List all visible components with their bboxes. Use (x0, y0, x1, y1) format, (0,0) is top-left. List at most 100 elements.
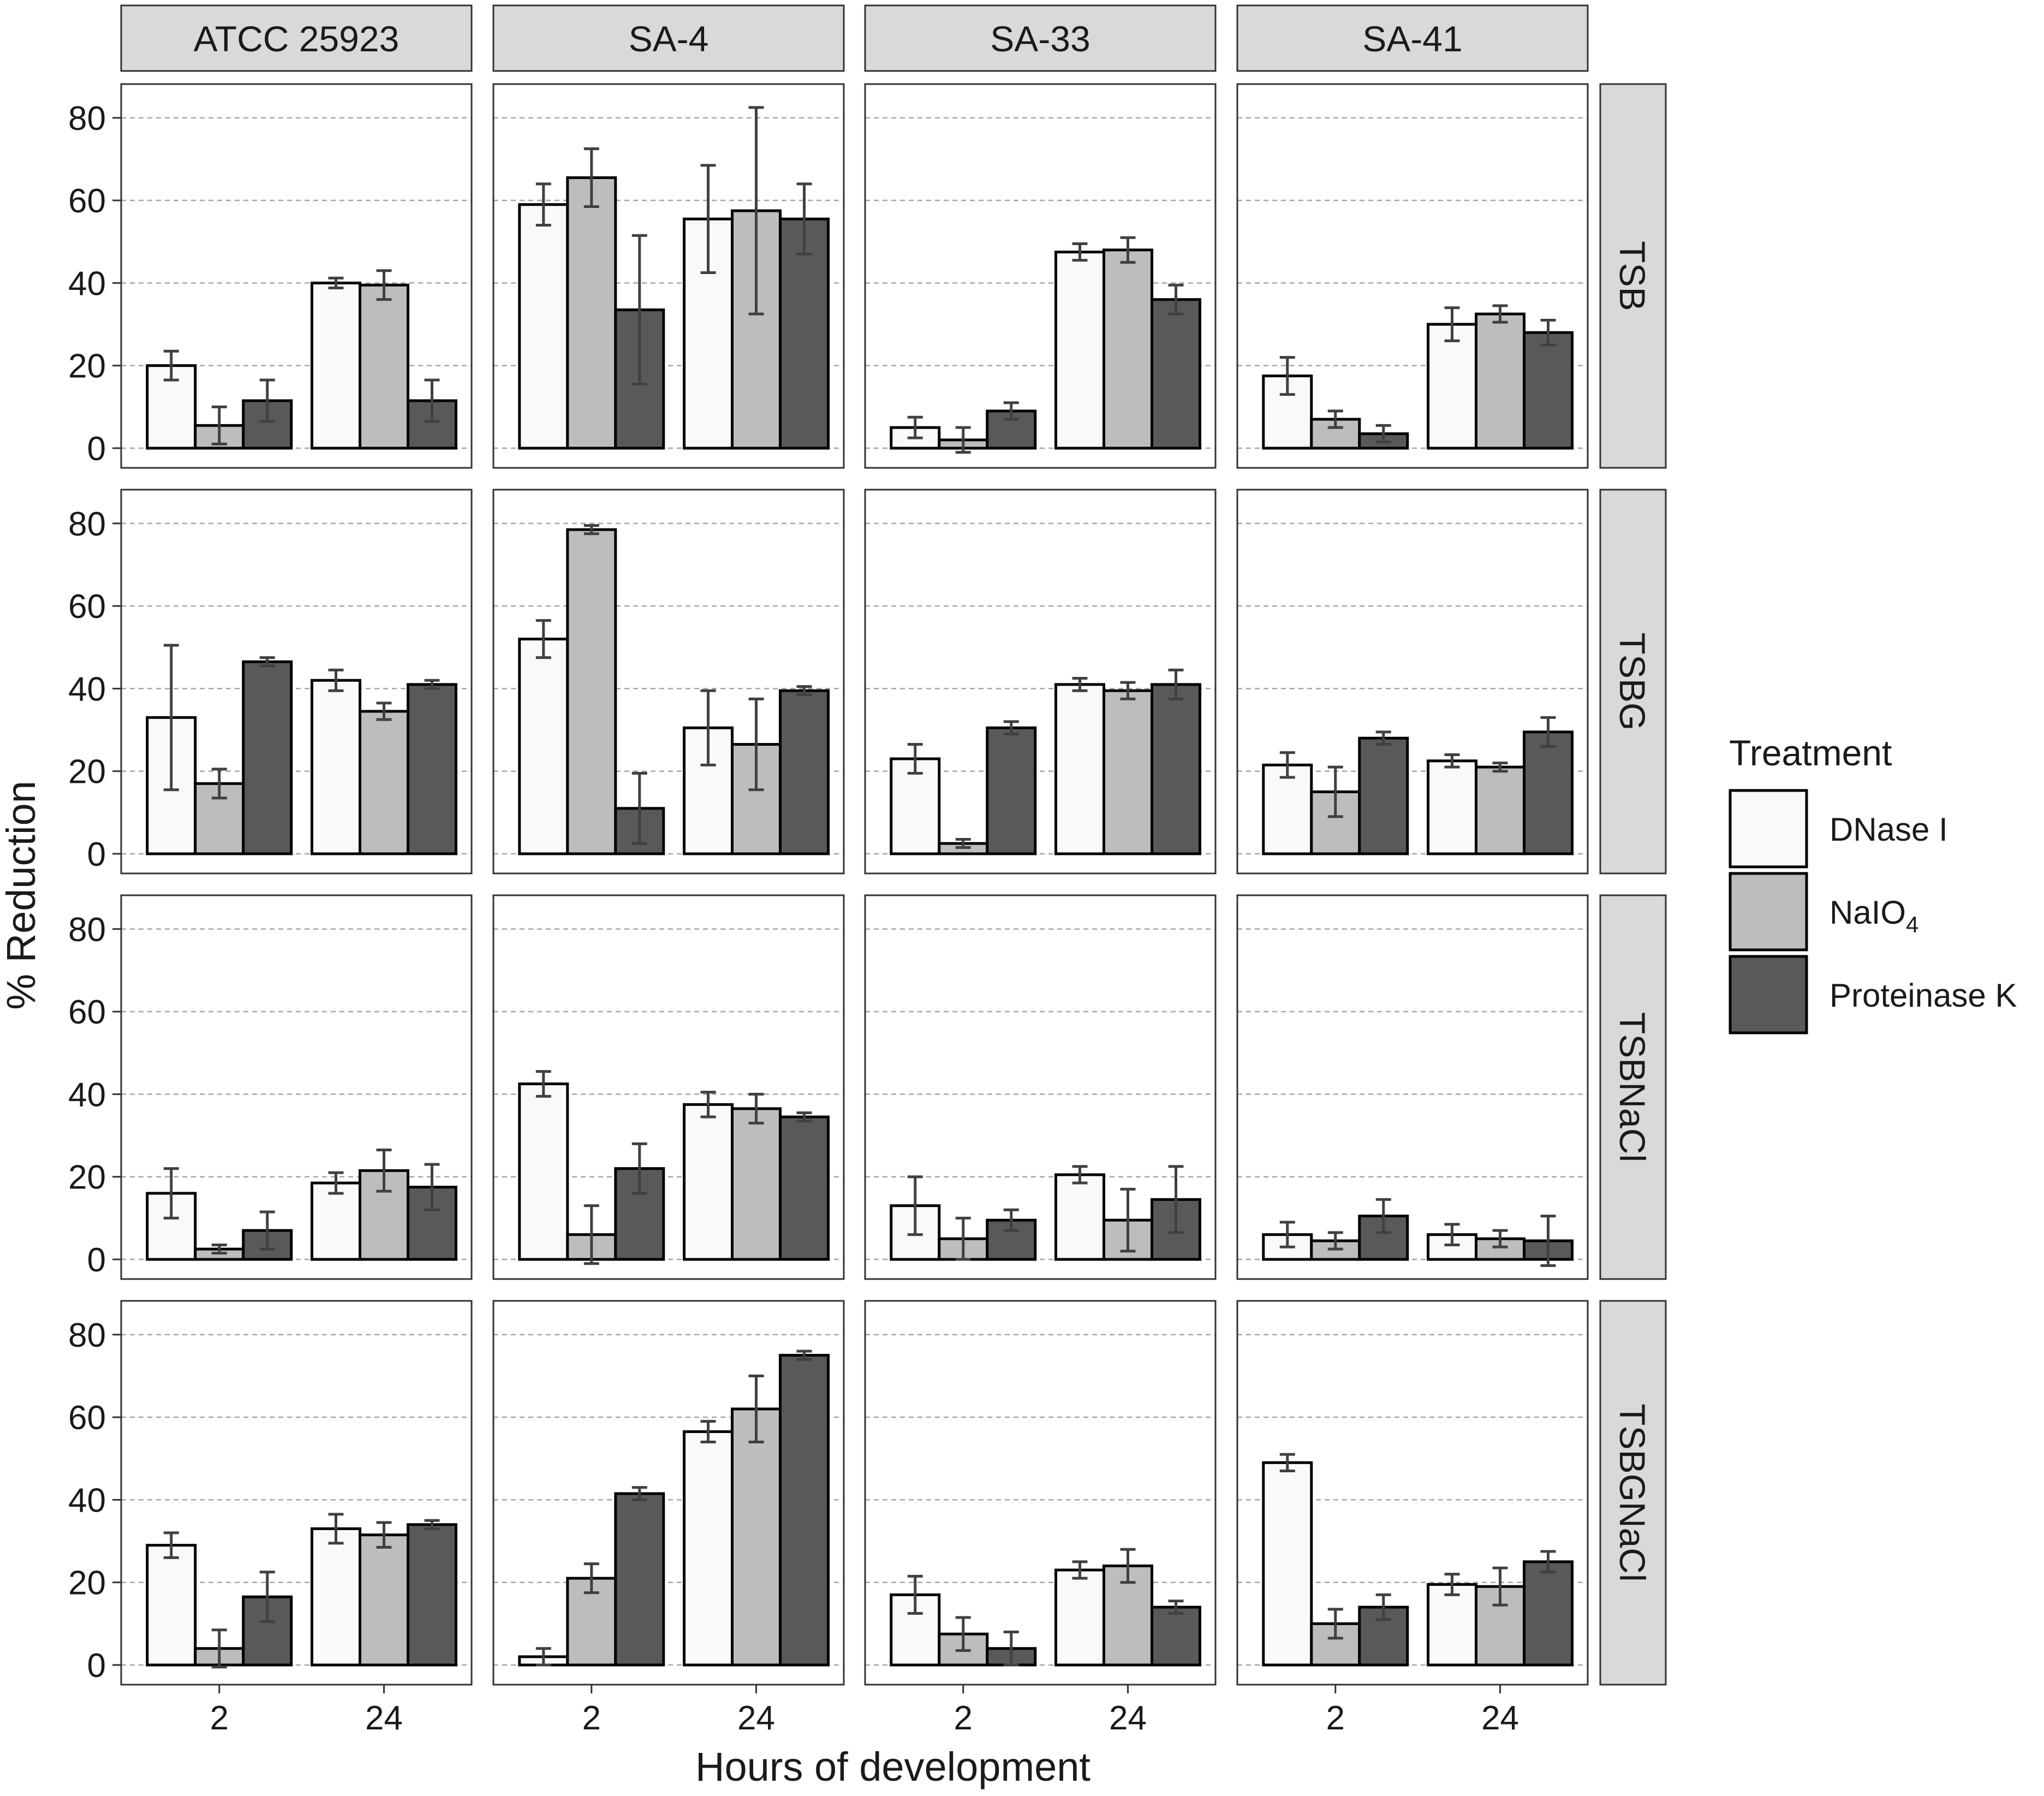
bar-naio4 (359, 1533, 409, 1667)
bar-proteinase-k (1151, 298, 1201, 450)
y-tick-label: 40 (68, 670, 106, 708)
column-strip (492, 4, 845, 72)
panel-tsb-sa-4 (492, 83, 845, 469)
bar-dnase-i (1054, 251, 1105, 450)
bar-dnase-i (146, 1544, 197, 1667)
y-tick-label: 80 (68, 1317, 106, 1354)
legend: Treatment DNase I NaIO4 Proteinase K (1729, 733, 2017, 1034)
bar-proteinase-k (1523, 1560, 1574, 1667)
bar-naio4 (1475, 765, 1525, 855)
panel-background (1237, 895, 1588, 1279)
y-tick-label: 20 (68, 1565, 106, 1602)
bar-proteinase-k (242, 660, 293, 855)
panel-tsb-sa-41 (1236, 83, 1589, 469)
bar-proteinase-k (1523, 331, 1574, 450)
panel-tsbgnacl-sa-33 (864, 1300, 1217, 1686)
x-tick-label: 2 (954, 1699, 973, 1737)
bar-naio4 (1103, 248, 1153, 450)
x-axis-title: Hours of development (695, 1744, 1090, 1789)
bar-dnase-i (1427, 323, 1477, 450)
bar-naio4 (566, 176, 617, 450)
bar-naio4 (1103, 689, 1153, 855)
y-axis-title: % Reduction (0, 781, 44, 1010)
panel-tsbg-sa-33 (864, 489, 1217, 875)
panel-border (492, 1300, 845, 1686)
bar-naio4 (359, 283, 409, 450)
legend-label-subscript: 4 (1906, 912, 1918, 937)
panel-tsbgnacl-atcc-25923 (120, 1300, 473, 1686)
column-strip-label: ATCC 25923 (194, 19, 400, 59)
panel-tsbgnacl-sa-41 (1236, 1300, 1589, 1686)
y-tick-label: 20 (68, 753, 106, 791)
bar-dnase-i (311, 281, 361, 450)
y-tick-label: 60 (68, 588, 106, 626)
panel-border (120, 1300, 473, 1686)
x-tick-label: 24 (365, 1699, 403, 1737)
column-strip (864, 4, 1217, 72)
legend-swatch-proteinase-k (1729, 955, 1808, 1034)
panel-border (864, 83, 1217, 469)
bar-proteinase-k (407, 1523, 457, 1667)
bar-dnase-i (518, 1083, 569, 1261)
bar-proteinase-k (779, 689, 830, 855)
legend-title: Treatment (1729, 733, 1892, 773)
panel-tsb-sa-33 (864, 83, 1217, 469)
bar-proteinase-k (986, 726, 1037, 855)
panel-tsbnacl-sa-33 (864, 894, 1217, 1280)
bar-dnase-i (1427, 1583, 1477, 1667)
bar-proteinase-k (779, 217, 830, 450)
bar-dnase-i (518, 638, 569, 855)
bar-proteinase-k (1523, 730, 1574, 855)
row-strip-label: TSBGNaCl (1612, 1404, 1653, 1581)
panel-tsbnacl-sa-4 (492, 894, 845, 1280)
y-tick-label: 0 (87, 1241, 106, 1279)
panel-tsbnacl-atcc-25923 (120, 894, 473, 1280)
x-tick-label: 24 (1109, 1699, 1147, 1737)
panel-border (864, 894, 1217, 1280)
bar-naio4 (359, 710, 409, 855)
y-tick-label: 80 (68, 506, 106, 543)
panel-border (492, 83, 845, 469)
panel-border (1236, 894, 1589, 1280)
panel-border (120, 489, 473, 875)
legend-label: DNase I (1830, 811, 1948, 848)
bar-proteinase-k (1151, 1605, 1201, 1667)
bar-dnase-i (311, 1527, 361, 1667)
bar-dnase-i (1054, 1173, 1105, 1261)
bar-dnase-i (683, 1103, 734, 1261)
y-tick-label: 0 (87, 1647, 106, 1685)
y-tick-label: 40 (68, 1482, 106, 1519)
x-tick-label: 2 (582, 1699, 601, 1737)
y-tick-label: 40 (68, 1076, 106, 1114)
y-tick-label: 60 (68, 1399, 106, 1437)
legend-label: NaIO4 (1830, 894, 1918, 937)
row-strip (1599, 489, 1667, 875)
panel-tsbnacl-sa-41 (1236, 894, 1589, 1280)
bar-proteinase-k (1358, 736, 1409, 855)
y-tick-label: 40 (68, 265, 106, 302)
row-strip-label: TSBG (1612, 633, 1653, 731)
panel-border (864, 489, 1217, 875)
panel-tsbg-sa-41 (1236, 489, 1589, 875)
panel-border (120, 894, 473, 1280)
panel-tsbg-sa-4 (492, 489, 845, 875)
column-strip (1236, 4, 1589, 72)
column-strip-label: SA-4 (629, 19, 709, 59)
bar-dnase-i (1262, 1461, 1313, 1667)
y-tick-label: 20 (68, 348, 106, 385)
bar-naio4 (731, 1107, 782, 1261)
panel-border (1236, 489, 1589, 875)
bar-dnase-i (311, 679, 361, 855)
panel-border (492, 894, 845, 1280)
row-strip-label: TSB (1612, 241, 1653, 311)
panel-border (1236, 1300, 1589, 1686)
bar-dnase-i (890, 757, 941, 855)
legend-swatch-naio (1729, 872, 1808, 951)
legend-swatch-dnase-i (1729, 789, 1808, 869)
panel-tsbg-atcc-25923 (120, 489, 473, 875)
panel-border (492, 489, 845, 875)
bar-dnase-i (683, 1430, 734, 1667)
y-tick-label: 60 (68, 182, 106, 220)
x-tick-label: 24 (1481, 1699, 1519, 1737)
